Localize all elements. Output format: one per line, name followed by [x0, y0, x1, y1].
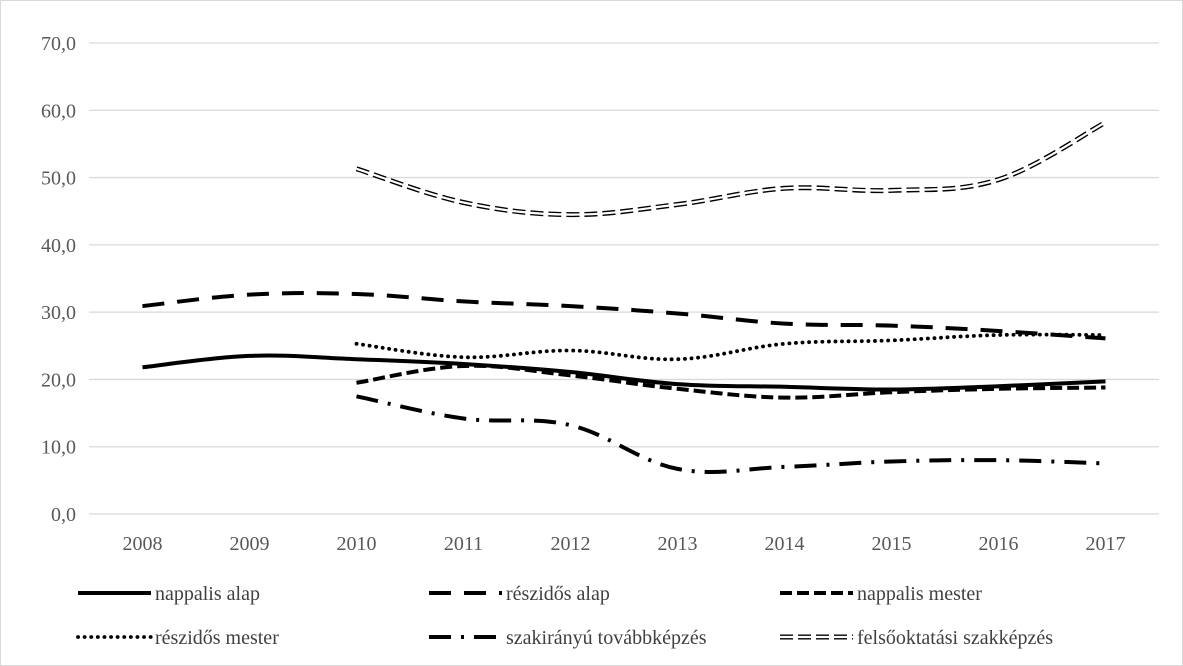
- series-line: [354, 332, 1108, 362]
- series-reszidos-alap: [142, 291, 1106, 341]
- series-felsooktatasi-szakkepzes: [355, 120, 1107, 218]
- y-tick-label: 10,0: [41, 437, 76, 459]
- legend-item-reszidos-alap: részidős alap: [429, 583, 610, 605]
- series-line: [356, 363, 1106, 400]
- legend-item-nappalis-mester: nappalis mester: [780, 583, 982, 605]
- legend-label: szakirányú továbbképzés: [506, 627, 707, 649]
- x-tick-label: 2008: [123, 533, 163, 555]
- series-line-inner: [356, 121, 1107, 216]
- y-tick-label: 30,0: [41, 302, 76, 324]
- x-tick-label: 2016: [979, 533, 1019, 555]
- x-tick-label: 2017: [1086, 533, 1126, 555]
- x-tick-label: 2015: [872, 533, 912, 555]
- legend-item-reszidos-mester: részidős mester: [76, 627, 279, 649]
- legend-label: felsőoktatási szakképzés: [857, 627, 1053, 649]
- series-reszidos-mester: [354, 332, 1108, 362]
- series-szakiranyu-tovabbkepzes: [356, 394, 1106, 474]
- series-nappalis-mester: [356, 363, 1106, 400]
- x-tick-label: 2014: [765, 533, 805, 555]
- legend-label: nappalis alap: [155, 583, 260, 605]
- series-line: [356, 394, 1106, 474]
- x-tick-label: 2010: [337, 533, 377, 555]
- y-tick-label: 0,0: [51, 504, 76, 526]
- legend-item-felsooktatasi-szakkepzes: felsőoktatási szakképzés: [780, 627, 1053, 649]
- x-tick-label: 2011: [444, 533, 483, 555]
- y-tick-label: 40,0: [41, 235, 76, 257]
- series-line: [142, 291, 1106, 341]
- y-tick-label: 50,0: [41, 168, 76, 190]
- legend-label: részidős mester: [155, 627, 279, 649]
- series-nappalis-alap: [142, 353, 1106, 392]
- y-tick-label: 60,0: [41, 100, 76, 122]
- legend-label: részidős alap: [506, 583, 610, 605]
- series-line: [355, 120, 1107, 218]
- x-tick-label: 2012: [551, 533, 591, 555]
- x-tick-label: 2013: [658, 533, 698, 555]
- y-tick-label: 70,0: [41, 33, 76, 55]
- legend-item-nappalis-alap: nappalis alap: [78, 583, 260, 605]
- legend-label: nappalis mester: [857, 583, 982, 605]
- y-tick-label: 20,0: [41, 369, 76, 391]
- x-tick-label: 2009: [230, 533, 270, 555]
- series-line: [142, 353, 1106, 392]
- legend-item-szakiranyu-tovabbkepzes: szakirányú továbbképzés: [429, 627, 707, 649]
